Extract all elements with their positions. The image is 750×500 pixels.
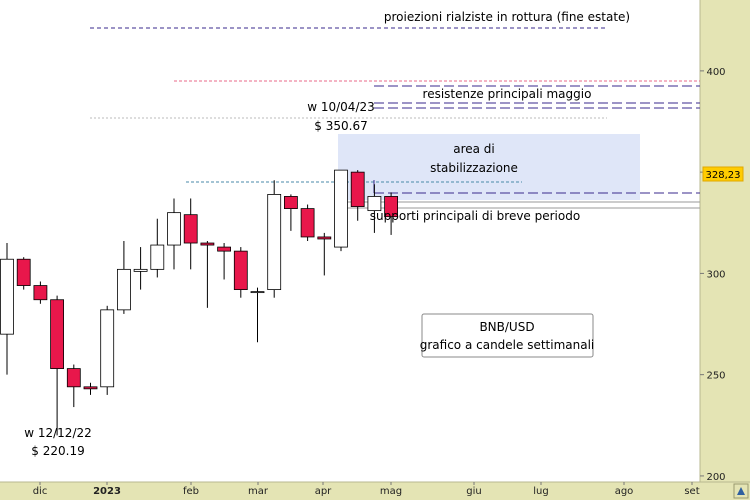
- candle: [16, 257, 31, 290]
- chart-subtitle: grafico a candele settimanali: [420, 338, 595, 352]
- candle: [350, 170, 365, 221]
- candle-body: [300, 208, 315, 238]
- x-axis-panel: [0, 482, 750, 500]
- y-tick-label: 300: [706, 269, 725, 280]
- top-projection-annotation: proiezioni rialziste in rottura (fine es…: [384, 10, 630, 24]
- candle-body: [233, 250, 248, 291]
- candle: [317, 232, 332, 276]
- candle-body: [0, 258, 14, 335]
- candle: [300, 204, 315, 241]
- candle: [183, 198, 198, 270]
- candle-body: [250, 291, 265, 294]
- y-tick-label: 200: [706, 472, 725, 483]
- candle-body: [150, 244, 165, 270]
- candle: [50, 295, 64, 436]
- candle-body: [200, 242, 215, 246]
- candle: [367, 184, 382, 233]
- candle-body: [367, 196, 382, 212]
- candle: [33, 281, 48, 304]
- x-tick-label: feb: [183, 486, 199, 497]
- scroll-right-icon[interactable]: [733, 483, 749, 499]
- candle: [83, 382, 98, 395]
- last-price-label: 328,23: [706, 170, 741, 181]
- area-annotation-line2: stabilizzazione: [430, 161, 518, 175]
- candle-body: [83, 386, 98, 390]
- candles: [0, 169, 399, 436]
- candle: [217, 243, 232, 280]
- y-axis-panel: [700, 0, 750, 500]
- candle-body: [317, 236, 332, 240]
- candle: [150, 218, 165, 278]
- candle: [384, 192, 399, 235]
- chart-title: BNB/USD: [479, 320, 534, 334]
- candle: [283, 194, 298, 231]
- last-price-label-bg: [702, 166, 744, 182]
- x-tick-label: apr: [315, 486, 332, 497]
- x-tick-label: mar: [248, 486, 269, 497]
- x-tick-label: set: [684, 486, 699, 497]
- high-date-annotation: w 10/04/23: [307, 100, 375, 114]
- plot-background: [0, 0, 700, 482]
- candle-body: [283, 196, 298, 209]
- x-tick-label: 2023: [93, 486, 121, 497]
- candle-body: [334, 169, 348, 248]
- candle: [233, 247, 248, 298]
- x-axis: dic 2023 feb mar apr mag giu lug ago set: [33, 482, 700, 497]
- x-tick-label: dic: [33, 486, 48, 497]
- candle-body: [183, 214, 198, 244]
- x-tick-label: lug: [533, 486, 548, 497]
- y-tick-label: 250: [706, 371, 725, 382]
- candle-body: [100, 309, 115, 388]
- candle-body: [16, 258, 31, 286]
- area-annotation-line1: area di: [453, 142, 495, 156]
- candle: [200, 241, 215, 308]
- candle-body: [50, 299, 64, 369]
- support-annotation: supporti principali di breve periodo: [370, 209, 580, 223]
- y-tick-label: 400: [706, 67, 725, 78]
- candle: [334, 169, 348, 252]
- candle-body: [384, 196, 399, 218]
- low-date-annotation: w 12/12/22: [24, 426, 92, 440]
- stabilization-area: [338, 134, 640, 200]
- x-tick-label: giu: [466, 486, 481, 497]
- candle-body: [350, 171, 365, 207]
- candle: [0, 243, 14, 375]
- candle: [133, 247, 148, 290]
- high-price-annotation: $ 350.67: [314, 119, 367, 133]
- candle: [100, 305, 115, 395]
- candle: [66, 364, 81, 408]
- candle-body: [66, 368, 81, 388]
- candle-body: [267, 194, 282, 291]
- candle-body: [117, 268, 131, 311]
- title-box: [421, 313, 594, 358]
- candle-body: [133, 268, 148, 272]
- candle: [267, 180, 282, 298]
- candle: [167, 198, 181, 270]
- candle-body: [167, 212, 181, 246]
- candle-body: [217, 246, 232, 252]
- resistance-annotation: resistenze principali maggio: [423, 87, 592, 101]
- candle: [117, 241, 131, 314]
- x-tick-label: ago: [615, 486, 634, 497]
- x-tick-label: mag: [380, 486, 402, 497]
- candle: [250, 287, 265, 343]
- candle-body: [33, 285, 48, 301]
- low-price-annotation: $ 220.19: [31, 444, 84, 458]
